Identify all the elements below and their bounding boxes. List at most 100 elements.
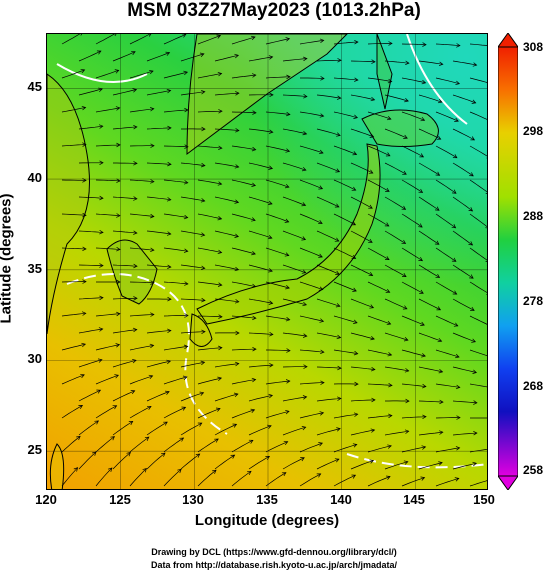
wind-streamline (265, 281, 290, 289)
wind-streamline (146, 264, 171, 268)
wind-arrowhead (197, 422, 203, 427)
wind-streamline (78, 297, 104, 300)
wind-streamline (266, 349, 291, 352)
wind-arrowhead (252, 110, 257, 115)
wind-streamline (129, 108, 154, 113)
wind-arrowhead (234, 53, 240, 59)
wind-streamline (418, 298, 441, 311)
wind-arrowhead (471, 99, 477, 104)
wind-arrowhead (471, 338, 476, 343)
wind-streamline (367, 383, 393, 386)
wind-streamline (486, 61, 487, 62)
colorbar-tick-label: 258 (523, 463, 544, 477)
wind-streamline (214, 454, 235, 470)
hokkaido (361, 109, 439, 147)
isobar-contour (406, 34, 468, 125)
wind-streamline (163, 179, 188, 184)
wind-arrowhead (469, 274, 474, 279)
wind-arrowhead (215, 407, 221, 412)
wind-streamline (316, 128, 341, 136)
wind-streamline (61, 405, 83, 419)
wind-streamline (418, 60, 443, 65)
wind-streamline (265, 76, 291, 79)
isobar-contour (56, 63, 148, 83)
wind-streamline (248, 128, 273, 133)
wind-streamline (95, 374, 119, 385)
wind-streamline (78, 420, 99, 436)
wind-arrowhead (214, 438, 219, 443)
wind-streamline (401, 179, 423, 193)
wind-streamline (384, 366, 409, 372)
sakhalin (376, 34, 393, 110)
wind-arrowhead (268, 393, 274, 399)
wind-arrowhead (354, 77, 359, 82)
wind-arrowhead (114, 374, 119, 379)
wind-arrowhead (133, 296, 138, 301)
wind-streamline (469, 43, 487, 46)
wind-streamline (384, 298, 408, 310)
wind-streamline (265, 213, 289, 223)
wind-streamline (129, 436, 150, 453)
wind-arrowhead (235, 330, 240, 336)
x-tick-label: 130 (182, 492, 204, 507)
wind-streamline (214, 230, 239, 237)
wind-arrowhead (133, 161, 138, 166)
wind-arrowhead (132, 358, 137, 364)
wind-arrowhead (455, 384, 461, 390)
wind-arrowhead (82, 279, 87, 284)
wind-streamline (469, 480, 487, 487)
wind-arrowhead (181, 406, 187, 411)
wind-streamline (452, 298, 475, 311)
wind-arrowhead (402, 273, 407, 277)
wind-streamline (435, 447, 460, 453)
wind-arrowhead (468, 241, 474, 246)
wind-arrowhead (468, 207, 474, 212)
wind-arrowhead (217, 216, 223, 221)
wind-streamline (129, 70, 154, 79)
wind-streamline (299, 315, 324, 322)
wind-arrowhead (337, 396, 342, 401)
wind-streamline (265, 38, 290, 45)
wind-streamline (435, 77, 460, 85)
wind-arrowhead (404, 98, 409, 103)
wind-streamline (231, 315, 256, 319)
wind-arrowhead (439, 399, 444, 405)
wind-arrowhead (199, 391, 205, 396)
wind-arrowhead (115, 106, 121, 111)
wind-arrowhead (96, 389, 102, 394)
wind-streamline (163, 34, 187, 45)
wind-streamline (214, 363, 239, 368)
wind-arrowhead (116, 247, 121, 252)
wind-streamline (197, 213, 222, 220)
japan-honshu (196, 143, 381, 325)
wind-streamline (367, 145, 391, 157)
wind-arrowhead (99, 263, 104, 268)
wind-arrowhead (200, 360, 206, 366)
wind-arrowhead (452, 290, 458, 295)
wind-arrowhead (281, 472, 287, 477)
wind-arrowhead (81, 105, 87, 111)
wind-streamline (299, 349, 324, 353)
wind-streamline (61, 144, 86, 147)
wind-arrowhead (302, 130, 308, 136)
wind-arrowhead (284, 218, 290, 223)
wind-arrowhead (336, 132, 341, 137)
wind-streamline (214, 423, 237, 436)
wind-arrowhead (387, 444, 392, 449)
wind-streamline (384, 162, 407, 175)
wind-arrowhead (384, 222, 390, 227)
wind-arrowhead (285, 409, 290, 415)
wind-arrowhead (234, 299, 240, 304)
wind-arrowhead (251, 73, 257, 78)
wind-streamline (452, 196, 473, 212)
wind-arrowhead (403, 134, 408, 139)
wind-arrowhead (422, 42, 427, 47)
wind-streamline (418, 366, 443, 373)
wind-arrowhead (456, 43, 461, 48)
wind-arrowhead (335, 168, 341, 173)
wind-streamline (316, 428, 341, 436)
wind-streamline (333, 77, 358, 81)
wind-streamline (61, 247, 87, 250)
wind-streamlines (61, 34, 487, 487)
wind-streamline (384, 94, 409, 102)
